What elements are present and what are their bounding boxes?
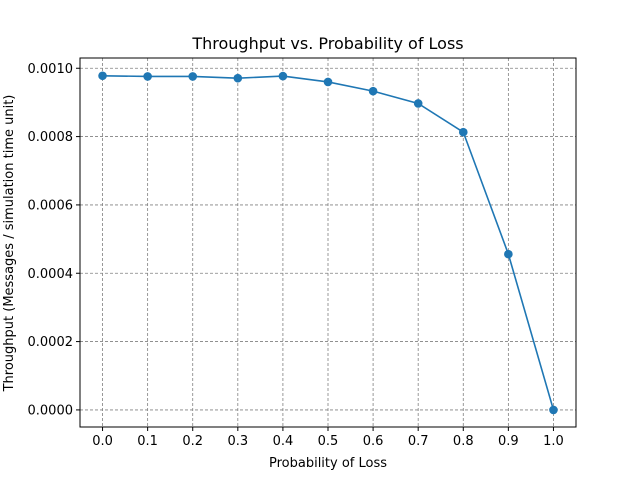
y-tick-label: 0.0002 [28, 335, 74, 350]
data-point [233, 73, 243, 83]
grid [80, 58, 576, 427]
y-tick-label: 0.0006 [28, 198, 74, 213]
y-axis-label: Throughput (Messages / simulation time u… [2, 95, 17, 393]
x-axis-ticks: 0.0 0.1 0.2 0.3 0.4 0.5 0.6 0.7 0.8 0.9 1.0 [92, 427, 564, 449]
y-tick-label: 0.0010 [28, 62, 74, 77]
x-tick-label: 0.4 [273, 434, 294, 449]
x-tick-label: 0.8 [453, 434, 474, 449]
data-point [323, 77, 333, 87]
x-tick-label: 0.1 [137, 434, 158, 449]
y-tick-label: 0.0008 [28, 130, 74, 145]
x-tick-label: 0.9 [498, 434, 519, 449]
series-group [98, 71, 558, 415]
x-tick-label: 0.7 [408, 434, 429, 449]
data-point [549, 405, 558, 415]
data-point [278, 71, 288, 81]
chart-title: Throughput vs. Probability of Loss [191, 34, 463, 53]
data-point [413, 99, 423, 108]
x-tick-label: 0.6 [363, 434, 384, 449]
x-tick-label: 1.0 [543, 434, 564, 449]
x-tick-label: 0.3 [227, 434, 248, 449]
y-axis-ticks: 0.0000 0.0002 0.0004 0.0006 0.0008 0.0010 [28, 62, 80, 418]
y-tick-label: 0.0000 [28, 403, 74, 418]
x-tick-label: 0.5 [318, 434, 339, 449]
data-point [98, 71, 107, 81]
x-tick-label: 0.2 [182, 434, 203, 449]
data-point [143, 72, 152, 81]
data-point [458, 127, 468, 137]
y-tick-label: 0.0004 [28, 267, 74, 282]
x-axis-label: Probability of Loss [269, 456, 387, 471]
data-point [188, 72, 198, 81]
data-point [504, 249, 513, 259]
data-point [368, 86, 378, 96]
x-tick-label: 0.0 [92, 434, 113, 449]
